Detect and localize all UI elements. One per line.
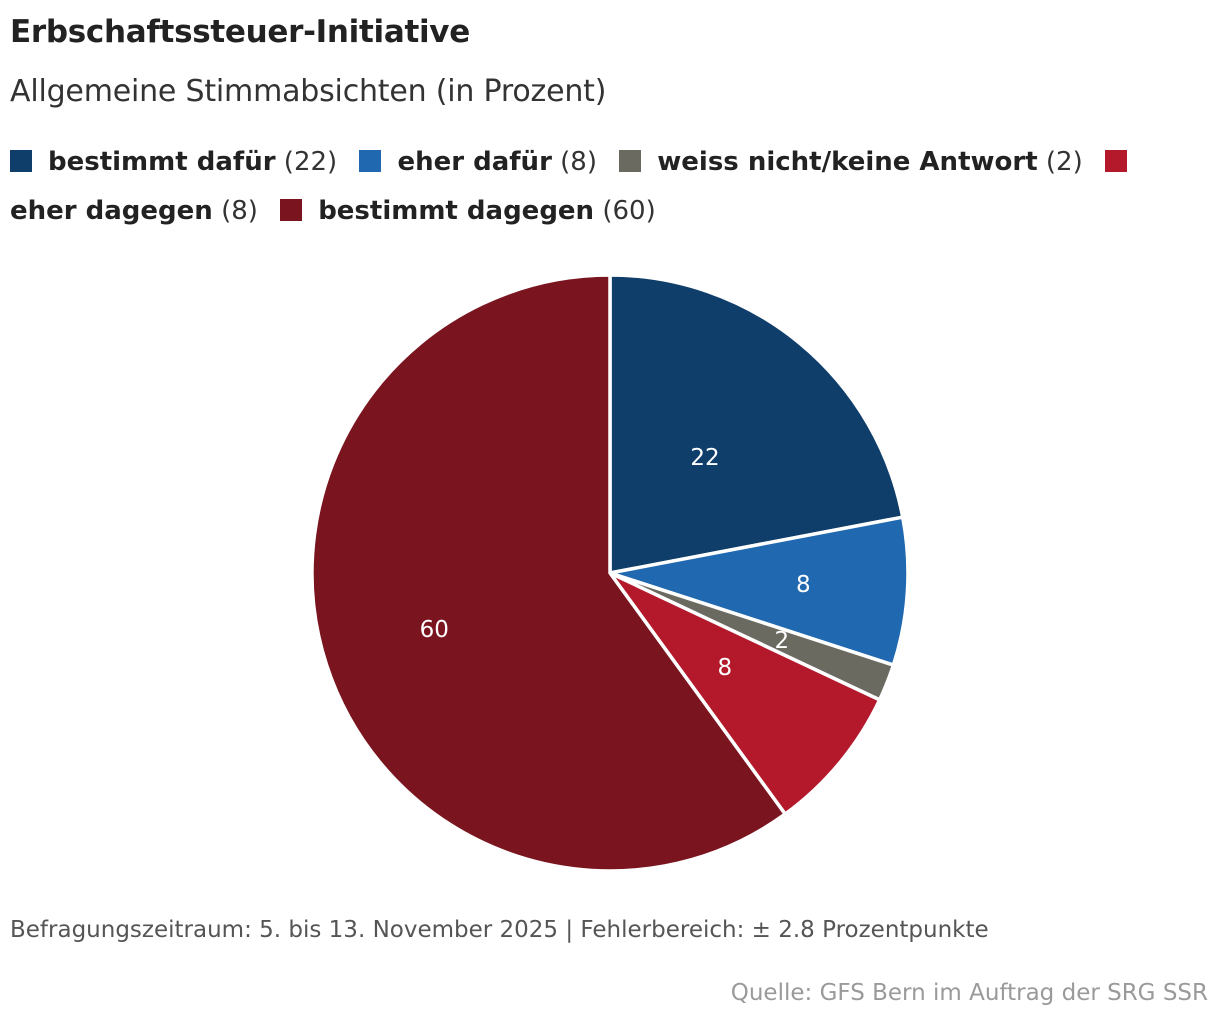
- legend-label: eher dafür: [397, 147, 552, 177]
- chart-subtitle: Allgemeine Stimmabsichten (in Prozent): [10, 74, 607, 109]
- pie-label-eher-dafuer: 8: [796, 572, 811, 598]
- legend-swatch: [10, 150, 32, 172]
- pie-slice-eher-dagegen[interactable]: [608, 571, 882, 816]
- legend-item-bestimmt-dagegen[interactable]: bestimmt dagegen (60): [280, 196, 656, 226]
- legend-value: (2): [1045, 147, 1083, 177]
- pie-label-bestimmt-dafuer: 22: [690, 445, 719, 471]
- legend-item-bestimmt-dafuer[interactable]: bestimmt dafür (22): [10, 147, 345, 177]
- legend-item-weiss-nicht[interactable]: weiss nicht/keine Antwort (2): [619, 147, 1091, 177]
- source-note: Quelle: GFS Bern im Auftrag der SRG SSR: [730, 980, 1208, 1006]
- legend-value: (8): [221, 196, 258, 226]
- pie-slice-bestimmt-dagegen[interactable]: [310, 273, 787, 873]
- legend-swatch: [619, 150, 642, 172]
- pie-label-weiss-nicht: 2: [774, 628, 789, 654]
- legend-swatch: [359, 150, 382, 172]
- legend-swatch: [280, 199, 303, 221]
- legend-label: bestimmt dafür: [48, 147, 276, 177]
- pie-slice-eher-dafuer[interactable]: [608, 515, 910, 667]
- legend-value: (22): [283, 147, 338, 177]
- pie-label-eher-dagegen: 8: [717, 655, 732, 681]
- legend-item-eher-dafuer[interactable]: eher dafür (8): [359, 147, 605, 177]
- legend-label: bestimmt dagegen: [318, 196, 595, 226]
- legend-swatch: [1105, 150, 1128, 172]
- chart-title: Erbschaftssteuer-Initiative: [10, 14, 470, 50]
- legend-item-eher-dagegen[interactable]: eher dagegen (8): [10, 147, 1143, 226]
- survey-note: Befragungszeitraum: 5. bis 13. November …: [10, 917, 989, 943]
- legend-label: weiss nicht/keine Antwort: [657, 147, 1038, 177]
- legend-label: eher dagegen: [10, 196, 213, 226]
- pie-label-bestimmt-dagegen: 60: [420, 617, 449, 643]
- legend-value: (8): [560, 147, 597, 177]
- pie-slice-bestimmt-dafuer[interactable]: [608, 273, 905, 575]
- legend-value: (60): [602, 196, 656, 226]
- legend: bestimmt dafür (22) eher dafür (8) weiss…: [10, 138, 1205, 236]
